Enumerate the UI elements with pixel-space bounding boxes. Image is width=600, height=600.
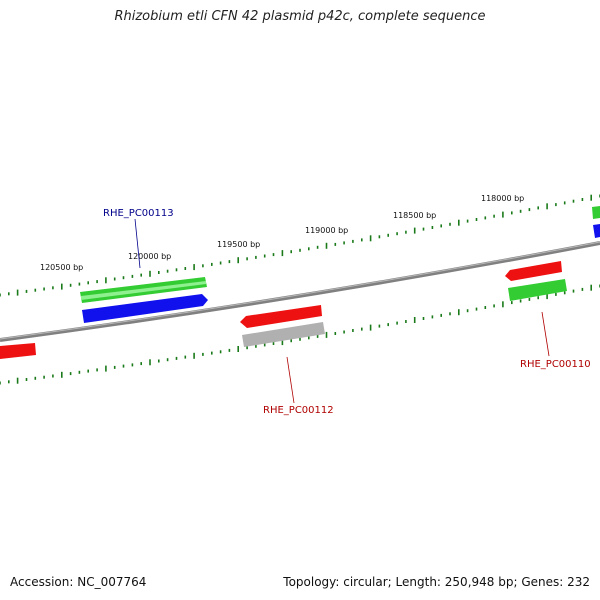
tick-label-120000: 120000 bp: [128, 252, 171, 261]
leader-line-rhe-pc00112: [286, 356, 295, 404]
gene-arrow-green-rhe-pc00110[interactable]: [508, 279, 567, 301]
gene-arrow-red-rhe-pc00112[interactable]: [240, 305, 322, 328]
inner-tick-track: [0, 284, 600, 385]
tick-label-119000: 119000 bp: [305, 226, 348, 235]
tick-label-118500: 118500 bp: [393, 211, 436, 220]
leader-line-rhe-pc00110: [541, 311, 550, 357]
topology-summary: Topology: circular; Length: 250,948 bp; …: [283, 575, 590, 589]
gene-arrow-red-right[interactable]: [505, 261, 562, 281]
tick-label-120500: 120500 bp: [40, 263, 83, 272]
gene-arrow-red-left[interactable]: [0, 343, 36, 359]
outer-tick-track: [0, 194, 600, 297]
sequence-backbone: [0, 241, 600, 342]
tick-label-119500: 119500 bp: [217, 240, 260, 249]
accession-text: Accession: NC_007764: [10, 575, 147, 589]
leader-line-rhe-pc00113: [134, 218, 141, 269]
tick-label-118000: 118000 bp: [481, 194, 524, 203]
gene-arrow-blue-right[interactable]: [593, 224, 600, 238]
sequence-backbone-highlight: [0, 241, 600, 340]
gene-arrow-blue-rhe-pc00113[interactable]: [82, 294, 208, 323]
gene-label-rhe-pc00110[interactable]: RHE_PC00110: [520, 359, 591, 370]
gene-label-rhe-pc00113[interactable]: RHE_PC00113: [103, 208, 174, 219]
gene-arrow-green-highlight: [81, 281, 206, 300]
gene-arrow-green-right[interactable]: [592, 206, 600, 219]
map-title: Rhizobium etli CFN 42 plasmid p42c, comp…: [114, 9, 486, 24]
gene-arrow-grey-rhe-pc00112[interactable]: [242, 322, 325, 347]
gene-label-rhe-pc00112[interactable]: RHE_PC00112: [263, 405, 334, 416]
